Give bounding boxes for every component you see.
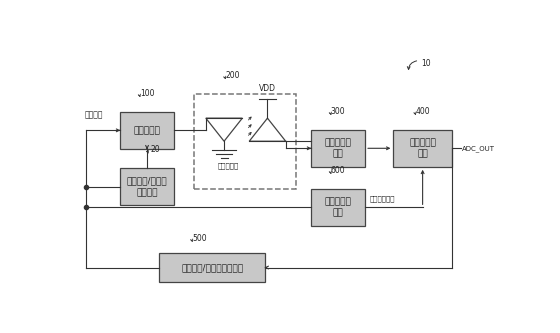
Bar — [120, 168, 174, 205]
Text: 20: 20 — [150, 145, 160, 154]
Text: 低速模数转: 低速模数转 — [409, 138, 436, 147]
Text: 100: 100 — [140, 89, 155, 98]
Text: 高速光脉冲: 高速光脉冲 — [218, 163, 239, 169]
Text: VDD: VDD — [259, 84, 276, 93]
Text: 400: 400 — [416, 107, 430, 116]
Text: 200: 200 — [225, 71, 240, 80]
Text: 线性跨阻放: 线性跨阻放 — [325, 138, 352, 147]
Text: 10: 10 — [422, 59, 431, 68]
Bar — [159, 253, 265, 282]
Text: 采样时钟信号: 采样时钟信号 — [370, 195, 395, 201]
Bar — [311, 130, 365, 167]
Text: 500: 500 — [192, 233, 207, 242]
Text: 激光驱动器: 激光驱动器 — [134, 126, 161, 135]
Text: 触发信号: 触发信号 — [85, 111, 103, 120]
Text: 峰值功率/半峰脉宽检测器: 峰值功率/半峰脉宽检测器 — [181, 263, 243, 272]
Text: 多相时钟发: 多相时钟发 — [325, 197, 352, 206]
Bar — [120, 112, 174, 149]
Text: 换器: 换器 — [417, 150, 428, 159]
Text: 大器: 大器 — [333, 150, 343, 159]
Text: 生器: 生器 — [333, 208, 343, 217]
Text: ADC_OUT: ADC_OUT — [461, 145, 494, 152]
Bar — [311, 189, 365, 226]
Text: 300: 300 — [331, 107, 346, 116]
Bar — [194, 94, 296, 189]
Text: 峰值功率/半峰脉: 峰值功率/半峰脉 — [127, 176, 167, 185]
Bar — [393, 130, 452, 167]
Text: 宽调整器: 宽调整器 — [136, 188, 158, 197]
Text: 600: 600 — [331, 166, 346, 174]
